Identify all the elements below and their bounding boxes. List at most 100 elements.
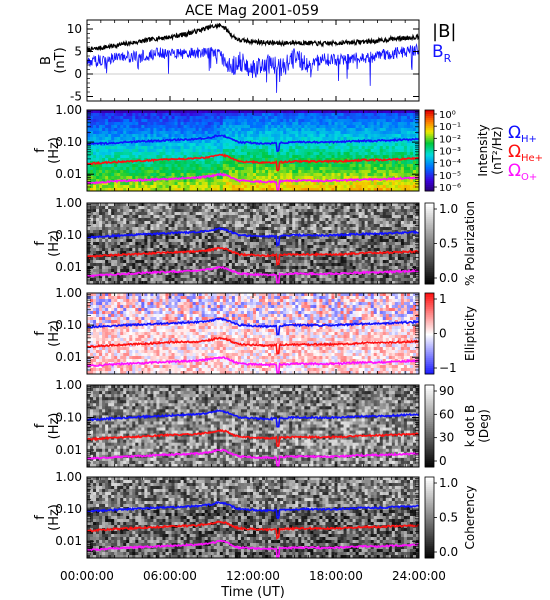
heatmap-cell [204, 158, 209, 162]
heatmap-cell [262, 188, 266, 191]
heatmap-cell [316, 161, 320, 165]
heatmap-cell [159, 239, 163, 243]
heatmap-cell [216, 164, 221, 168]
heatmap-cell [271, 119, 275, 123]
heatmap-cell [268, 152, 272, 156]
heatmap-cell [120, 182, 124, 186]
colorbar-cell [425, 128, 434, 131]
heatmap-cell [249, 155, 254, 159]
heatmap-cell [382, 188, 387, 191]
heatmap-cell [87, 134, 91, 138]
heatmap-cell [277, 122, 281, 126]
heatmap-cell [159, 110, 163, 114]
heatmap-cell [150, 161, 154, 165]
heatmap-cell [243, 131, 248, 135]
heatmap-cell [231, 263, 236, 267]
heatmap-cell [204, 134, 209, 138]
heatmap-cell [349, 170, 353, 174]
heatmap-cell [280, 155, 284, 159]
heatmap-cell [304, 134, 308, 138]
heatmap-cell [310, 146, 314, 150]
heatmap-cell [207, 233, 212, 237]
heatmap-cell [280, 167, 284, 171]
heatmap-cell [231, 212, 236, 216]
heatmap-cell [334, 182, 338, 186]
heatmap-cell [280, 149, 284, 153]
heatmap-cell [253, 275, 257, 279]
heatmap-cell [340, 185, 344, 189]
heatmap-cell [397, 149, 402, 153]
heatmap-cell [403, 185, 408, 189]
heatmap-cell [180, 233, 184, 237]
heatmap-cell [126, 128, 130, 132]
heatmap-cell [222, 119, 227, 123]
gyro-line-h [87, 134, 419, 153]
heatmap-cell [111, 221, 115, 225]
heatmap-cell [216, 179, 221, 183]
heatmap-cell [111, 242, 115, 246]
heatmap-cell [403, 119, 408, 123]
heatmap-cell [195, 233, 200, 237]
heatmap-cell [147, 263, 151, 267]
colorbar-cell [425, 148, 434, 151]
heatmap-cell [237, 119, 242, 123]
heatmap-cell [111, 275, 115, 279]
heatmap-cell [262, 281, 266, 284]
heatmap-cell [159, 242, 163, 246]
heatmap-cell [171, 239, 175, 243]
heatmap-cell [274, 146, 278, 150]
heatmap-cell [319, 173, 323, 177]
colorbar-cell [425, 114, 434, 117]
heatmap-cell [289, 119, 293, 123]
heatmap-cell [406, 155, 411, 159]
heatmap-cell [117, 119, 121, 123]
heatmap-cell [183, 161, 187, 165]
heatmap-cell [192, 116, 197, 120]
heatmap-cell [177, 119, 181, 123]
heatmap-cell [105, 155, 109, 159]
heatmap-cell [213, 212, 218, 216]
heatmap-cell [382, 173, 387, 177]
heatmap-cell [243, 164, 248, 168]
heatmap-cell [105, 152, 109, 156]
heatmap-cell [216, 203, 221, 207]
heatmap-cell [108, 218, 112, 222]
heatmap-cell [412, 134, 417, 138]
heatmap-cell [385, 167, 390, 171]
heatmap-cell [87, 149, 91, 153]
heatmap-cell [325, 128, 329, 132]
heatmap-cell [237, 218, 242, 222]
heatmap-cell [132, 212, 136, 216]
heatmap-cell [126, 152, 130, 156]
heatmap-cell [150, 209, 154, 213]
heatmap-cell [228, 155, 233, 159]
heatmap-cell [286, 143, 290, 147]
heatmap-cell [216, 272, 221, 276]
heatmap-cell [228, 227, 233, 231]
heatmap-cell [316, 152, 320, 156]
heatmap-cell [177, 239, 181, 243]
heatmap-cell [171, 125, 175, 129]
heatmap-cell [207, 278, 212, 282]
heatmap-cell [126, 158, 130, 162]
heatmap-cell [262, 203, 266, 207]
heatmap-cell [313, 119, 317, 123]
heatmap-cell [222, 236, 227, 240]
heatmap-cell [204, 161, 209, 165]
heatmap-cell [174, 239, 178, 243]
heatmap-cell [231, 173, 236, 177]
heatmap-cell [406, 188, 411, 191]
heatmap-cell [228, 125, 233, 129]
heatmap-cell [120, 257, 124, 261]
heatmap-cell [298, 149, 302, 153]
heatmap-cell [343, 176, 347, 180]
heatmap-cell [400, 179, 405, 183]
heatmap-cell [165, 185, 169, 189]
heatmap-cell [102, 245, 106, 249]
heatmap-cell [268, 251, 272, 255]
heatmap-cell [301, 137, 305, 141]
heatmap-cell [379, 164, 384, 168]
heatmap-cell [262, 251, 266, 255]
heatmap-cell [370, 182, 375, 186]
heatmap-cell [189, 188, 194, 191]
